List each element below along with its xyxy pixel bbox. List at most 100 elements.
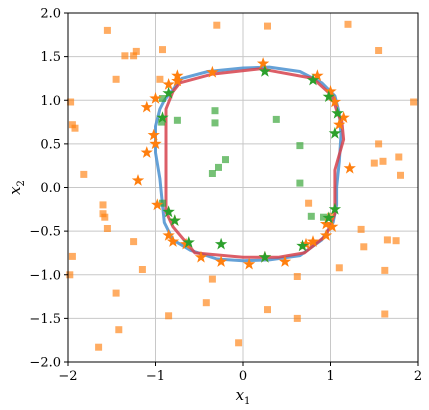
orange-star-point <box>194 250 208 263</box>
orange-square-point <box>121 52 129 60</box>
orange-square-point <box>80 170 88 178</box>
axis-ticks: −2 −1 0 1 2 2.0 1.5 1.0 0.5 0.0 −0.5 −1.0 −1.5 −2.0 <box>29 7 422 385</box>
orange-square-point <box>370 159 378 167</box>
green-square-point <box>173 116 181 124</box>
x-tick-label: 2 <box>414 369 422 384</box>
orange-star-point <box>131 174 145 186</box>
orange-square-point <box>344 20 352 28</box>
orange-star-point <box>326 220 339 232</box>
orange-square-point <box>67 98 75 106</box>
orange-square-point <box>383 236 391 244</box>
green-square-point <box>211 107 219 115</box>
green-star-point <box>156 111 169 123</box>
orange-square-point <box>335 264 343 272</box>
orange-square-point <box>293 273 301 280</box>
green-square-point <box>320 213 327 221</box>
orange-square-point <box>99 201 107 209</box>
x-tick-label: 1 <box>326 369 334 384</box>
orange-square-point <box>101 213 109 221</box>
orange-star-point <box>319 229 333 241</box>
orange-star-point <box>171 74 184 87</box>
orange-square-point <box>71 124 79 132</box>
orange-star-point <box>333 118 346 130</box>
orange-square-point <box>264 22 271 30</box>
green-square-point <box>159 95 166 102</box>
orange-star-point <box>179 237 193 250</box>
green-square-point <box>296 142 304 150</box>
orange-star-point <box>140 100 153 113</box>
orange-star-point <box>149 92 162 104</box>
orange-square-point <box>159 46 166 54</box>
green-square-point <box>222 156 229 164</box>
green-star-point <box>328 202 342 215</box>
orange-square-point <box>410 98 418 106</box>
orange-star-point <box>140 146 153 158</box>
orange-star-point <box>151 198 164 211</box>
orange-square-point <box>360 243 368 251</box>
orange-star-point <box>299 237 313 250</box>
green-square-point <box>215 163 222 171</box>
green-star-point <box>214 237 228 250</box>
orange-square-point <box>392 237 400 245</box>
orange-star-point <box>324 85 337 97</box>
green-star-point <box>322 90 335 102</box>
y-tick-label: 2.0 <box>40 7 61 22</box>
green-square-point <box>296 179 304 187</box>
orange-square-point <box>138 266 146 273</box>
orange-star-point <box>147 128 160 141</box>
orange-square-point <box>156 75 164 83</box>
orange-square-point <box>395 153 403 161</box>
orange-square-point <box>293 314 301 322</box>
orange-square-point <box>305 199 313 207</box>
orange-square-point <box>112 75 120 83</box>
decision-boundaries <box>154 65 346 263</box>
orange-star-point <box>328 95 342 108</box>
y-tick-label: −2.0 <box>29 356 61 371</box>
green-star-point <box>258 250 272 263</box>
orange-square-point <box>202 299 210 307</box>
orange-square-point <box>103 26 111 34</box>
green-star-point <box>162 86 175 99</box>
x-tick-label: −2 <box>58 369 77 384</box>
orange-square-point <box>132 47 140 55</box>
y-tick-label: 1.0 <box>40 94 61 109</box>
orange-square-point <box>68 252 76 260</box>
orange-square-point <box>264 306 271 314</box>
green-square-point <box>307 212 315 220</box>
y-tick-label: −1.0 <box>29 268 61 283</box>
orange-star-point <box>311 69 324 82</box>
orange-square-point <box>130 238 138 246</box>
y-tick-label: −0.5 <box>29 225 61 240</box>
y-tick-label: 0.0 <box>40 181 61 196</box>
y-tick-label: 1.5 <box>40 50 61 65</box>
green-star-point <box>258 65 272 77</box>
orange-square-point <box>381 266 389 274</box>
green-square-point <box>208 170 216 177</box>
orange-star-point <box>337 111 350 123</box>
orange-square-point <box>130 52 138 60</box>
orange-star-point <box>242 257 256 270</box>
orange-star-point <box>166 235 180 247</box>
y-tick-label: −1.5 <box>29 312 61 327</box>
orange-square-point <box>381 310 389 318</box>
orange-square-point <box>375 140 383 148</box>
green-square-point <box>158 118 166 126</box>
orange-square-point <box>379 157 387 165</box>
green-star-point <box>328 126 342 139</box>
green-star-point <box>182 236 195 248</box>
orange-star-point <box>256 57 270 69</box>
orange-star-point <box>206 65 219 78</box>
boundary-curve-red <box>164 67 346 259</box>
green-star-point <box>162 205 175 218</box>
orange-square-point <box>235 339 243 347</box>
y-axis-label: x2 <box>6 180 27 195</box>
orange-square-point <box>103 225 111 232</box>
orange-star-point <box>306 235 320 247</box>
orange-star-point <box>149 137 162 150</box>
orange-square-point <box>95 343 103 351</box>
orange-square-point <box>213 21 221 29</box>
x-tick-label: 0 <box>239 369 247 384</box>
orange-star-point <box>278 255 292 267</box>
x-tick-label: −1 <box>146 369 165 384</box>
orange-square-point <box>208 275 216 283</box>
